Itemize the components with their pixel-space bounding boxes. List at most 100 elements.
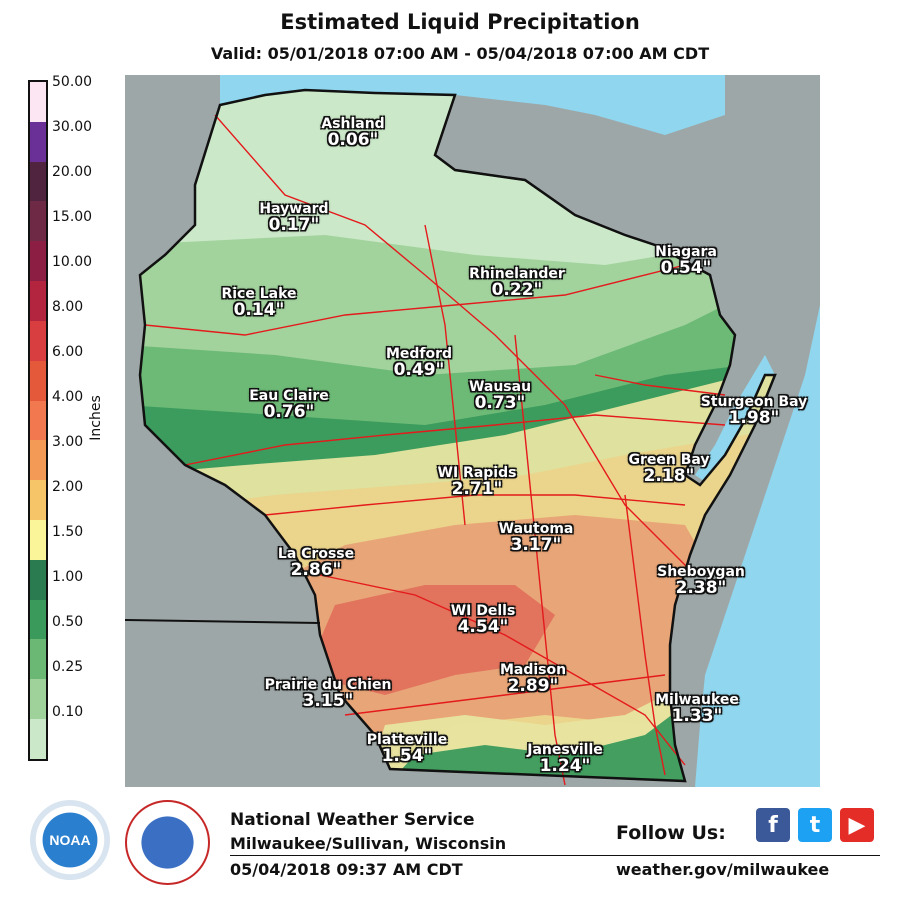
city-label: Ashland 0.06" [321,117,384,150]
legend-swatch [30,161,46,202]
city-label: Platteville 1.54" [367,733,447,766]
highway-line [184,414,726,466]
legend-tick-label: 30.00 [52,119,93,135]
city-precip-value: 2.89" [507,675,559,696]
city-label: Niagara 0.54" [655,245,717,278]
highway-line [624,494,666,776]
website-link[interactable]: weather.gov/milwaukee [616,860,830,879]
city-label: Prairie du Chien 3.15" [265,678,392,711]
city-name: Wausau [468,379,532,395]
legend-tick-label: 20.00 [52,164,93,180]
legend-tick-label: 3.00 [52,434,84,450]
city-label: Rice Lake 0.14" [221,287,296,320]
city-precip-value: 3.17" [510,534,562,555]
footer-divider [230,855,880,856]
precip-band-red [305,585,555,695]
twitter-icon[interactable]: t [798,808,832,842]
city-name: Rice Lake [221,286,297,302]
city-name: Platteville [366,732,448,748]
city-precip-value: 0.73" [474,392,526,413]
city-label: Sturgeon Bay 1.98" [701,395,807,428]
legend-tick-label: 50.00 [52,74,93,90]
city-precip-value: 0.76" [263,401,315,422]
city-label: Milwaukee 1.33" [655,693,739,726]
legend-tick-label: 1.00 [52,569,84,585]
legend-swatch [30,400,46,441]
city-label: La Crosse 2.86" [278,547,354,580]
city-precip-value: 0.22" [491,279,543,300]
city-label: Medford 0.49" [386,347,452,380]
highway-line [514,334,566,786]
lake-superior [220,75,725,135]
city-name: Janesville [527,742,603,758]
city-label: WI Dells 4.54" [451,604,516,637]
youtube-icon[interactable]: ▶ [840,808,874,842]
precip-band-dark_green [385,705,725,781]
precipitation-color-scale [28,80,48,761]
city-label: Madison 2.89" [500,663,566,696]
map-title: Estimated Liquid Precipitation [280,10,640,34]
city-name: Hayward [259,201,329,217]
legend-tick-label: 1.50 [52,524,84,540]
legend-swatch [30,201,46,242]
city-name: Niagara [655,244,717,260]
city-precip-value: 0.17" [268,214,320,235]
city-name: Rhinelander [469,266,565,282]
city-name: Wautoma [498,521,574,537]
highway-line [594,374,726,396]
city-name: Prairie du Chien [264,677,392,693]
valid-period-subtitle: Valid: 05/01/2018 07:00 AM - 05/04/2018 … [210,44,710,63]
follow-us-label: Follow Us: [616,822,726,844]
city-label: WI Rapids 2.71" [438,466,517,499]
city-precip-value: 2.38" [675,577,727,598]
legend-tick-label: 15.00 [52,209,93,225]
city-precip-value: 1.98" [728,407,780,428]
legend-swatch [30,519,46,560]
city-name: Sturgeon Bay [700,394,808,410]
legend-swatch [30,440,46,481]
city-precip-value: 1.33" [671,705,723,726]
legend-units-label: Inches [88,395,104,441]
legend-swatch [30,679,46,719]
legend-swatch [30,360,46,401]
city-label: Hayward 0.17" [259,202,328,235]
legend-swatch [30,281,46,321]
city-precip-value: 0.49" [393,359,445,380]
city-precip-value: 3.15" [302,690,354,711]
footer-timestamp: 05/04/2018 09:37 AM CDT [230,860,463,879]
city-precip-value: 1.24" [539,755,591,776]
legend-tick-label: 4.00 [52,389,84,405]
city-name: Milwaukee [655,692,739,708]
nws-logo-icon [125,800,210,885]
city-name: Sheboygan [657,564,745,580]
legend-swatch [30,599,46,640]
city-name: La Crosse [277,546,355,562]
legend-swatch [30,121,46,162]
city-label: Wausau 0.73" [469,380,531,413]
precipitation-map [125,75,820,787]
legend-tick-label: 10.00 [52,254,93,270]
iowa-minnesota-border [125,619,321,624]
highway-network [144,114,726,786]
green-bay-water [695,355,775,485]
legend-tick-label: 8.00 [52,299,84,315]
legend-swatch [30,320,46,361]
legend-swatch [30,559,46,600]
highway-line [319,574,686,766]
legend-tick-label: 0.10 [52,704,84,720]
highway-line [424,224,466,526]
city-precip-value: 2.18" [643,465,695,486]
footer-organization: National Weather Service [230,810,475,830]
city-name: WI Rapids [437,465,517,481]
city-label: Sheboygan 2.38" [657,565,745,598]
city-precip-value: 0.54" [660,257,712,278]
legend-swatch [30,241,46,282]
city-name: Green Bay [628,452,710,468]
legend-swatch [30,639,46,680]
city-name: Ashland [321,116,385,132]
legend-swatch [30,719,46,759]
city-name: Madison [499,662,567,678]
facebook-icon[interactable]: f [756,808,790,842]
legend-swatch [30,82,46,122]
lake-michigan [695,305,820,787]
